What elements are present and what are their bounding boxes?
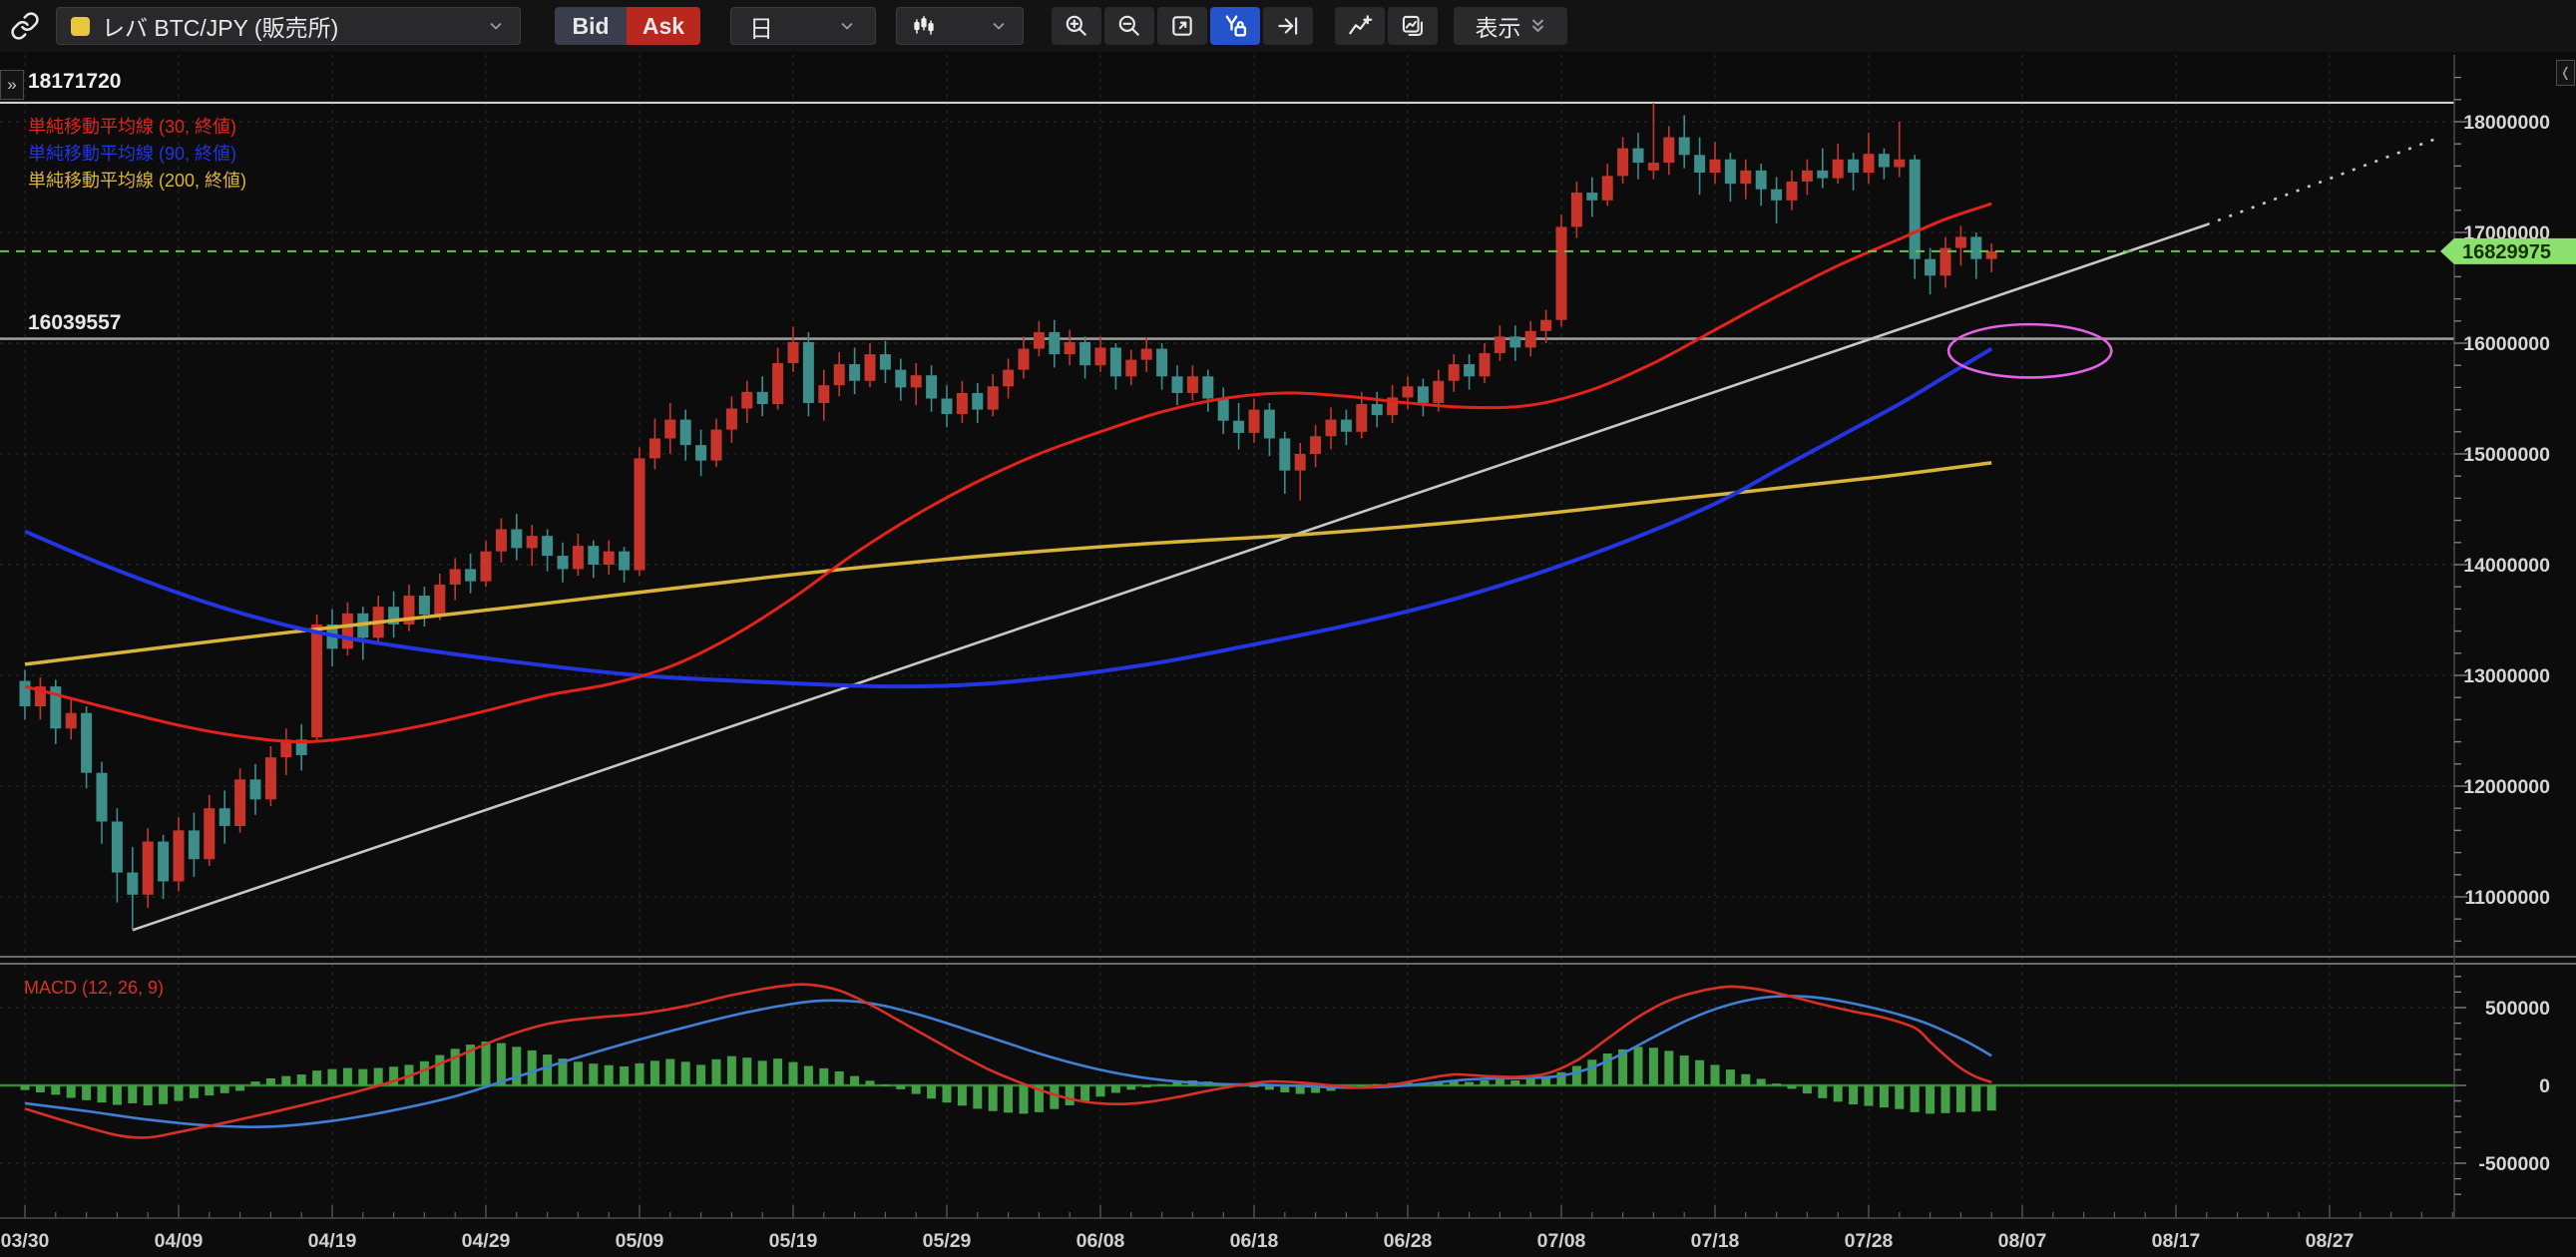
legend-item-sma90[interactable]: 単純移動平均線 (90, 終値) xyxy=(28,144,237,164)
left-panel-toggle-button[interactable]: » xyxy=(0,70,24,100)
svg-text:16829975: 16829975 xyxy=(2462,241,2551,263)
svg-text:08/27: 08/27 xyxy=(2306,1230,2355,1252)
svg-text:05/29: 05/29 xyxy=(923,1230,972,1252)
display-menu-label: 表示 xyxy=(1475,15,1521,41)
symbol-label: レバ BTC/JPY (販売所) xyxy=(102,15,339,41)
svg-text:-500000: -500000 xyxy=(2478,1153,2550,1175)
y-axis-lock-button[interactable] xyxy=(1210,7,1260,45)
indicator-legend: 単純移動平均線 (30, 終値) 単純移動平均線 (90, 終値) 単純移動平均… xyxy=(28,114,246,195)
svg-text:12000000: 12000000 xyxy=(2463,776,2550,798)
zoom-out-button[interactable] xyxy=(1104,7,1154,45)
trend-line[interactable] xyxy=(132,137,2438,932)
sma-30-line xyxy=(24,202,1992,744)
chart-type-selector[interactable] xyxy=(896,7,1024,45)
svg-text:05/09: 05/09 xyxy=(616,1230,664,1252)
toolbar: レバ BTC/JPY (販売所) Bid Ask 日 xyxy=(0,0,2576,52)
compare-snapshot-icon xyxy=(1402,15,1423,36)
grid xyxy=(0,55,2454,1215)
price-axis[interactable]: 11000000 12000000 13000000 14000000 15000000… xyxy=(2453,55,2550,1218)
legend-item-sma200[interactable]: 単純移動平均線 (200, 終値) xyxy=(28,171,247,191)
annotation-ellipse[interactable] xyxy=(1946,322,2113,379)
svg-text:11000000: 11000000 xyxy=(2464,887,2550,909)
svg-text:04/09: 04/09 xyxy=(155,1230,204,1252)
sma-200-line xyxy=(24,461,1992,666)
compare-snapshot-button[interactable] xyxy=(1388,7,1438,45)
fit-chart-button[interactable] xyxy=(1157,7,1207,45)
chart-area: 11000000 12000000 13000000 14000000 15000000… xyxy=(0,52,2576,1257)
display-menu-button[interactable]: 表示 xyxy=(1454,7,1567,45)
candlestick-icon xyxy=(914,16,934,35)
svg-text:14000000: 14000000 xyxy=(2463,555,2550,577)
svg-text:13000000: 13000000 xyxy=(2463,665,2550,687)
svg-text:05/19: 05/19 xyxy=(769,1230,818,1252)
link-icon xyxy=(11,12,39,40)
zoom-out-icon xyxy=(1118,15,1139,36)
timeframe-selector[interactable]: 日 xyxy=(730,7,876,45)
sma-90-line xyxy=(24,346,1993,689)
svg-text:07/28: 07/28 xyxy=(1845,1230,1894,1252)
y-axis-lock-icon xyxy=(1225,15,1247,37)
svg-text:16000000: 16000000 xyxy=(2463,333,2550,355)
double-chevron-down-icon xyxy=(1531,19,1543,33)
svg-text:06/28: 06/28 xyxy=(1384,1230,1433,1252)
chevron-down-icon xyxy=(841,22,853,30)
svg-text:18000000: 18000000 xyxy=(2463,112,2550,134)
svg-text:06/08: 06/08 xyxy=(1076,1230,1125,1252)
price-chart-canvas[interactable]: 11000000 12000000 13000000 14000000 15000000… xyxy=(0,52,2576,1257)
last-price-tag: 16829975 xyxy=(2440,237,2576,264)
macd-legend-label[interactable]: MACD (12, 26, 9) xyxy=(24,978,165,998)
time-axis[interactable]: 03/30 04/09 04/19 04/29 05/09 05/19 05/29 06/08… xyxy=(0,1205,2576,1252)
go-to-latest-icon xyxy=(1278,17,1298,35)
ask-button[interactable]: Ask xyxy=(627,7,700,45)
legend-item-sma30[interactable]: 単純移動平均線 (30, 終値) xyxy=(28,117,237,137)
link-button[interactable] xyxy=(6,7,44,45)
svg-text:15000000: 15000000 xyxy=(2463,444,2550,466)
symbol-selector[interactable]: レバ BTC/JPY (販売所) xyxy=(56,7,521,45)
zoom-in-button[interactable] xyxy=(1052,7,1101,45)
symbol-color-swatch xyxy=(71,16,90,36)
chevron-down-icon xyxy=(993,22,1005,30)
study-controls xyxy=(1335,7,1438,45)
svg-text:08/07: 08/07 xyxy=(1998,1230,2047,1252)
support-line-label: 16039557 xyxy=(28,311,122,334)
high-line-label: 18171720 xyxy=(28,70,122,93)
candlestick-series xyxy=(19,103,1997,931)
fit-chart-icon xyxy=(1172,16,1192,36)
svg-text:04/29: 04/29 xyxy=(462,1230,511,1252)
timeframe-label: 日 xyxy=(749,15,773,43)
svg-text:06/18: 06/18 xyxy=(1230,1230,1279,1252)
svg-text:03/30: 03/30 xyxy=(1,1230,50,1252)
svg-text:08/17: 08/17 xyxy=(2152,1230,2201,1252)
zoom-controls xyxy=(1052,7,1313,45)
bid-button[interactable]: Bid xyxy=(555,7,627,45)
svg-text:0: 0 xyxy=(2539,1075,2550,1097)
zoom-in-icon xyxy=(1066,15,1086,36)
svg-text:500000: 500000 xyxy=(2485,998,2550,1020)
price-axis-collapse-button[interactable]: ❬ xyxy=(2556,60,2575,86)
chevron-down-icon xyxy=(490,22,502,30)
macd-pane xyxy=(0,983,2454,1139)
go-to-latest-button[interactable] xyxy=(1263,7,1313,45)
svg-text:07/08: 07/08 xyxy=(1537,1230,1586,1252)
add-indicator-icon xyxy=(1348,14,1372,34)
svg-text:04/19: 04/19 xyxy=(308,1230,357,1252)
svg-text:07/18: 07/18 xyxy=(1691,1230,1740,1252)
bid-ask-toggle: Bid Ask xyxy=(555,7,700,45)
add-indicator-button[interactable] xyxy=(1335,7,1385,45)
